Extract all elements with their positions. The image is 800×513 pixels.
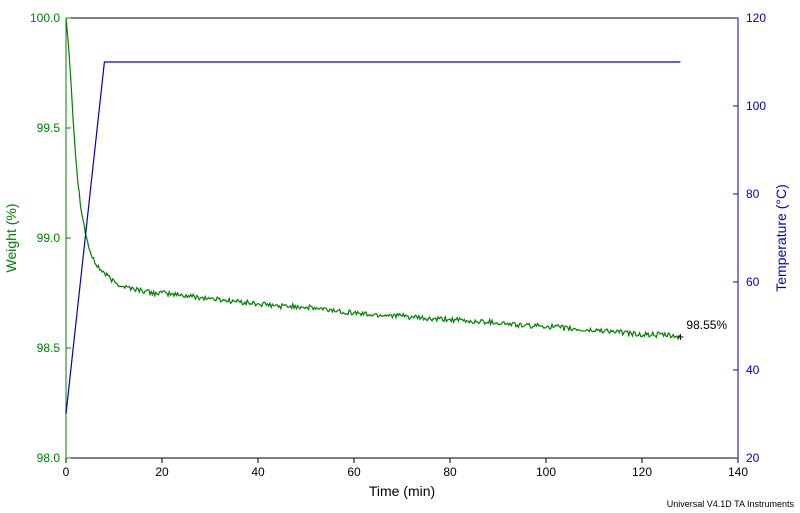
y-right-tick-label: 80 [746, 187, 760, 201]
y-left-tick-label: 98.0 [37, 451, 61, 465]
annotation-label: 98.55% [686, 318, 727, 332]
x-tick-label: 0 [63, 465, 70, 479]
x-tick-label: 40 [251, 465, 265, 479]
y-left-tick-label: 100.0 [30, 11, 60, 25]
footer-text: Universal V4.1D TA Instruments [667, 499, 795, 509]
x-tick-label: 140 [728, 465, 748, 479]
y-right-tick-label: 20 [746, 451, 760, 465]
x-tick-label: 100 [536, 465, 556, 479]
y-left-tick-label: 99.5 [37, 121, 61, 135]
x-tick-label: 80 [443, 465, 457, 479]
tga-chart: 0 20 40 60 80 100 120 140 Time (min) 98.0 98.5 99.0… [0, 0, 800, 513]
y-right-tick-label: 100 [746, 99, 766, 113]
y-left-tick-label: 98.5 [37, 341, 61, 355]
chart-svg: 0 20 40 60 80 100 120 140 Time (min) 98.0 98.5 99.0… [0, 0, 800, 513]
x-tick-label: 120 [632, 465, 652, 479]
y-right-axis-label: Temperature (°C) [773, 184, 789, 292]
y-right-tick-label: 120 [746, 11, 766, 25]
y-right-tick-label: 60 [746, 275, 760, 289]
y-left-axis-label: Weight (%) [3, 204, 19, 273]
x-axis-label: Time (min) [369, 483, 435, 499]
x-tick-label: 20 [155, 465, 169, 479]
y-right-tick-label: 40 [746, 363, 760, 377]
x-tick-label: 60 [347, 465, 361, 479]
y-left-tick-label: 99.0 [37, 231, 61, 245]
